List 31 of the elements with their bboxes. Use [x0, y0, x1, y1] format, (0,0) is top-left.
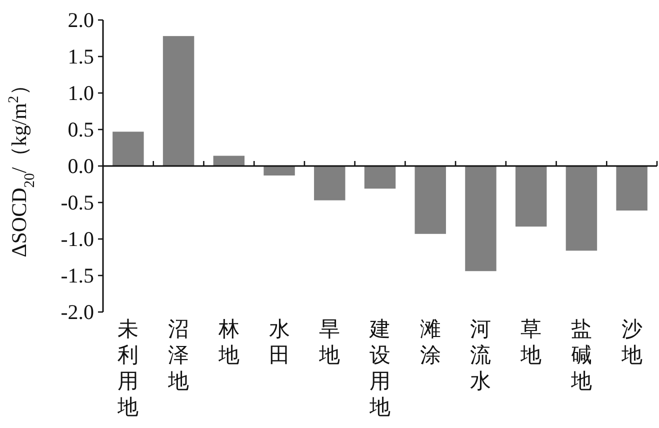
y-tick-label: -2.0 [60, 300, 94, 324]
bar [515, 166, 547, 227]
y-tick-label: 1.5 [68, 44, 94, 68]
x-tick-label: 林地 [217, 317, 240, 367]
y-tick-label: 0.0 [68, 154, 94, 178]
bar [414, 166, 446, 234]
y-tick-label: 0.5 [68, 118, 94, 142]
x-tick-label: 盐碱地 [570, 317, 592, 393]
x-tick-label: 沙地 [620, 317, 642, 367]
bar [616, 166, 648, 211]
x-tick-label: 建设用地 [368, 317, 390, 419]
x-tick-label: 草地 [520, 317, 542, 367]
y-tick-label: -1.0 [60, 227, 94, 251]
y-tick-label: 1.0 [68, 81, 94, 105]
bar [213, 156, 245, 166]
x-tick-label: 河流水 [470, 317, 492, 393]
bar [162, 36, 194, 166]
bar [314, 166, 346, 200]
x-tick-label: 沼泽地 [167, 317, 190, 393]
x-tick-label: 水田 [268, 317, 290, 367]
x-tick-label: 滩涂 [420, 317, 441, 367]
bar [566, 166, 598, 251]
x-tick-label: 旱地 [318, 317, 340, 367]
bar [465, 166, 496, 272]
bar [264, 166, 295, 176]
y-tick-label: -1.5 [60, 264, 94, 288]
bar [364, 166, 396, 189]
y-tick-label: -0.5 [60, 190, 94, 214]
x-tick-label: 未利用地 [116, 317, 139, 419]
bar [112, 132, 144, 166]
y-tick-label: 2.0 [68, 8, 94, 32]
